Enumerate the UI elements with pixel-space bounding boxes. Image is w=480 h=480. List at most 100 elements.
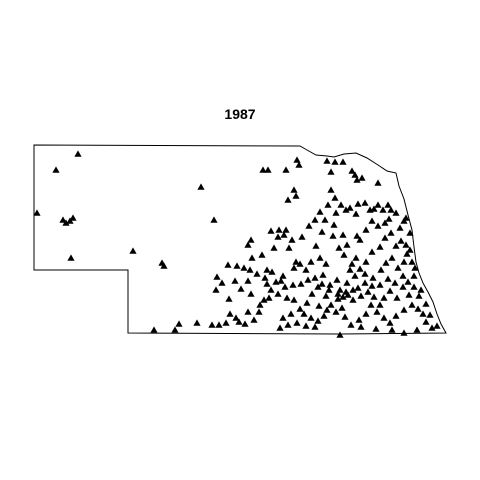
site-marker [237, 285, 245, 292]
site-marker [402, 214, 410, 221]
site-marker [270, 244, 278, 251]
site-marker [265, 294, 273, 301]
site-marker [282, 226, 290, 233]
site-marker [402, 241, 410, 248]
site-marker [274, 233, 282, 240]
site-marker [244, 308, 252, 315]
site-marker [233, 262, 241, 269]
site-marker [316, 208, 324, 215]
site-marker [362, 310, 370, 317]
site-marker [277, 277, 285, 284]
site-marker [379, 206, 387, 213]
site-marker [311, 216, 319, 223]
site-marker [339, 293, 347, 300]
site-marker [129, 247, 137, 254]
site-marker [281, 283, 289, 290]
site-marker [354, 200, 362, 207]
site-marker [408, 301, 416, 308]
site-marker [392, 209, 400, 216]
site-marker [381, 234, 389, 241]
site-marker [414, 305, 422, 312]
site-marker [334, 295, 342, 302]
site-marker [351, 272, 359, 279]
site-marker [298, 233, 306, 240]
site-marker [422, 300, 430, 307]
site-marker [307, 314, 315, 321]
site-marker [311, 274, 319, 281]
site-marker [290, 186, 298, 193]
site-marker [250, 316, 258, 323]
site-marker [362, 258, 370, 265]
site-marker [367, 301, 375, 308]
site-marker [384, 201, 392, 208]
site-marker [374, 201, 382, 208]
site-marker [332, 308, 340, 315]
site-marker [336, 331, 344, 338]
site-marker [399, 272, 407, 279]
site-marker [374, 222, 382, 229]
site-marker [417, 286, 425, 293]
site-marker [341, 313, 349, 320]
site-marker [399, 283, 407, 290]
site-marker [255, 308, 263, 315]
site-marker [302, 322, 310, 329]
site-marker [150, 326, 158, 333]
site-marker [274, 290, 282, 297]
site-marker [300, 310, 308, 317]
site-marker [392, 312, 400, 319]
site-marker [353, 176, 361, 183]
site-marker [263, 266, 271, 273]
site-marker [346, 266, 354, 273]
site-marker [321, 216, 329, 223]
site-marker [381, 219, 389, 226]
site-marker [357, 292, 365, 299]
site-marker [369, 274, 377, 281]
site-marker [314, 317, 322, 324]
site-marker [280, 231, 288, 238]
site-marker [340, 251, 348, 258]
site-marker [263, 280, 271, 287]
site-marker [52, 166, 60, 173]
site-marker [392, 242, 400, 249]
site-marker [377, 266, 385, 273]
site-marker [410, 283, 418, 290]
site-marker [370, 205, 378, 212]
site-marker [353, 232, 361, 239]
site-marker [346, 204, 354, 211]
site-marker [361, 279, 369, 286]
site-marker [376, 301, 384, 308]
site-marker [320, 312, 328, 319]
site-marker [382, 259, 390, 266]
site-marker [231, 277, 239, 284]
site-marker [267, 227, 275, 234]
site-marker [290, 296, 298, 303]
site-marker [197, 183, 205, 190]
site-marker [287, 310, 295, 317]
site-marker [247, 290, 255, 297]
site-marker [433, 322, 441, 329]
site-marker [324, 201, 332, 208]
site-marker [411, 264, 419, 271]
site-marker [400, 258, 408, 265]
site-marker [292, 258, 300, 265]
site-marker [267, 286, 275, 293]
site-marker [352, 210, 360, 217]
site-marker [248, 254, 256, 261]
site-marker [376, 243, 384, 250]
site-marker [235, 318, 243, 325]
site-marker [343, 279, 351, 286]
site-marker [349, 286, 357, 293]
site-marker [193, 319, 201, 326]
site-marker [426, 311, 434, 318]
site-marker [355, 316, 363, 323]
site-marker [380, 314, 388, 321]
site-marker [386, 319, 394, 326]
site-marker [323, 306, 331, 313]
site-marker [259, 166, 267, 173]
site-marker [327, 168, 335, 175]
site-marker [282, 166, 290, 173]
site-marker [213, 273, 221, 280]
site-marker [352, 254, 360, 261]
site-marker [215, 321, 223, 328]
site-marker [384, 275, 392, 282]
